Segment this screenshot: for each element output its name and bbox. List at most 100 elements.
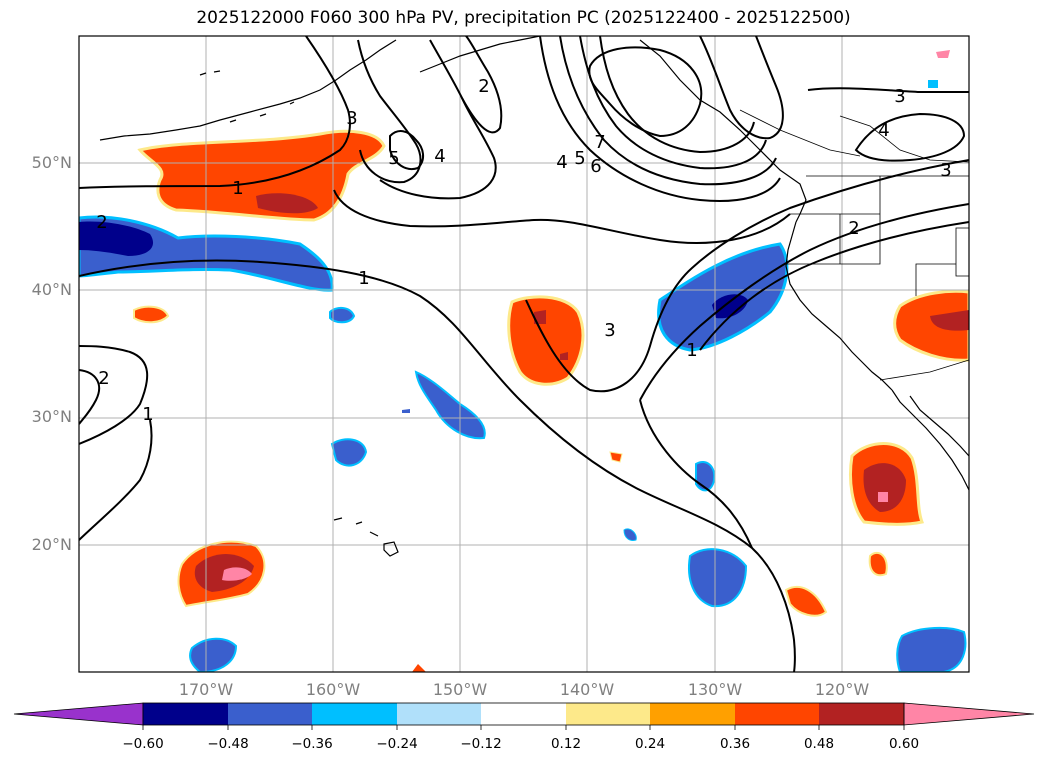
contour-pv-1-north xyxy=(79,36,351,189)
contour-label: 4 xyxy=(556,152,567,173)
contour-pv-2-east xyxy=(699,221,969,351)
precip-region-neg-tiny-2 xyxy=(623,528,637,541)
contour-label: 5 xyxy=(388,148,399,169)
coast-alaska-peninsula xyxy=(99,39,397,141)
lat-label-30n: 30°N xyxy=(31,407,72,426)
precip-region-pos-small-5 xyxy=(412,664,426,672)
contour-pv-high-1 xyxy=(333,189,791,244)
pv-contours xyxy=(79,36,969,672)
coast-us-west xyxy=(785,221,893,391)
precip-region-pos-mexico-pink xyxy=(878,492,888,502)
contour-pv-1-east xyxy=(639,203,969,401)
contour-label: 3 xyxy=(604,320,615,341)
contour-label: 1 xyxy=(232,178,243,199)
precip-region-pos-mexico-dark xyxy=(863,463,906,512)
precip-region-pos-southwest-pink xyxy=(222,567,252,581)
coast-gulf-california xyxy=(909,395,969,457)
colorbar-ticks xyxy=(142,725,905,730)
colorbar-tick-label: 0.48 xyxy=(803,736,835,752)
contour-pv-1-east-2 xyxy=(639,399,753,549)
coast-se-alaska-bc xyxy=(639,39,807,223)
contour-label: 2 xyxy=(96,212,107,233)
colorbar-tick-label: −0.48 xyxy=(207,736,249,752)
contour-label: 6 xyxy=(590,156,601,177)
map-frame xyxy=(78,35,970,673)
colorbar-tick-label: 0.36 xyxy=(719,736,751,752)
colorbar-segment xyxy=(143,703,228,725)
lon-label-130w: 130°W xyxy=(687,680,743,699)
contour-pv-7-north xyxy=(599,36,755,154)
precip-region-pos-small-3 xyxy=(868,551,888,577)
colorbar-segment xyxy=(819,703,904,725)
precip-region-pos-small-4 xyxy=(609,451,623,463)
contour-pv-high-3 xyxy=(357,39,422,184)
precip-region-neg-south-center xyxy=(688,548,748,608)
contour-pv-ridge-east xyxy=(699,36,784,140)
colorbar-segment xyxy=(650,703,735,725)
contour-label: 1 xyxy=(142,404,153,425)
precip-region-neg-small-1 xyxy=(330,438,368,467)
precip-region-neg-small-2 xyxy=(329,306,356,324)
border-state-4 xyxy=(915,263,956,296)
colorbar-tick-label: −0.24 xyxy=(376,736,418,752)
pv-contour-labels: 2 3 5 4 2 4 5 6 7 3 4 3 1 2 1 2 3 1 2 1 xyxy=(96,76,951,425)
lon-label-140w: 140°W xyxy=(559,680,615,699)
colorbar-segment xyxy=(312,703,397,725)
precip-region-neg-south-east xyxy=(896,626,967,672)
lat-label-20n: 20°N xyxy=(31,535,72,554)
contour-label: 2 xyxy=(848,218,859,239)
contour-pv-5-north xyxy=(559,36,777,186)
lat-label-40n: 40°N xyxy=(31,280,72,299)
negative-precip-regions xyxy=(79,80,967,672)
contour-pv-high-4 xyxy=(389,130,424,170)
lon-label-120w: 120°W xyxy=(814,680,870,699)
contour-pv-1-mid xyxy=(79,259,796,672)
precip-region-pos-center-dark xyxy=(534,310,546,324)
colorbar-segment xyxy=(735,703,819,725)
colorbar-tick-label: −0.60 xyxy=(122,736,164,752)
border-state-5 xyxy=(955,227,969,277)
lon-label-150w: 150°W xyxy=(432,680,488,699)
precip-region-pos-north-dark xyxy=(256,193,318,214)
precip-region-pos-small-6 xyxy=(936,50,950,58)
contour-pv-2-southwest xyxy=(79,419,153,541)
contour-pv-4-ne xyxy=(854,112,966,162)
contour-label: 3 xyxy=(346,108,357,129)
contour-label: 7 xyxy=(594,132,605,153)
colorbar-tick-label: 0.12 xyxy=(550,736,582,752)
colorbar xyxy=(13,702,1035,730)
political-borders xyxy=(739,109,969,381)
lon-label-170w: 170°W xyxy=(178,680,234,699)
contour-pv-high-2 xyxy=(379,39,497,200)
contour-pv-2-north xyxy=(461,36,503,134)
contour-pv-3-ne xyxy=(807,87,969,93)
coast-baja-california xyxy=(891,389,969,491)
colorbar-tick-label: −0.12 xyxy=(460,736,502,752)
precip-region-pos-east xyxy=(893,289,969,362)
map-panel: 2 3 5 4 2 4 5 6 7 3 4 3 1 2 1 2 3 1 2 1 xyxy=(79,36,969,672)
precip-region-pos-north xyxy=(137,129,386,222)
colorbar-segment xyxy=(397,703,481,725)
contour-label: 1 xyxy=(358,268,369,289)
colorbar-extend-high xyxy=(903,702,1035,726)
border-bc-alberta xyxy=(739,109,861,157)
precip-region-neg-hawaii-north xyxy=(414,370,486,440)
contour-pv-4-north xyxy=(539,36,781,202)
colorbar-tick-label: 0.60 xyxy=(888,736,920,752)
precip-region-neg-south-west xyxy=(189,637,238,672)
contour-label: 4 xyxy=(434,146,445,167)
map-title: 2025122000 F060 300 hPa PV, precipitatio… xyxy=(196,8,851,28)
precip-region-pos-east-dark xyxy=(930,310,969,331)
contour-label: 2 xyxy=(478,76,489,97)
colorbar-extend-low xyxy=(13,702,144,726)
coast-alaska-gulf xyxy=(419,36,541,73)
contour-pv-3-center xyxy=(525,159,969,393)
precip-region-pos-small-1 xyxy=(133,305,170,324)
positive-precip-regions xyxy=(133,50,969,672)
graticule xyxy=(79,36,969,672)
border-state-2 xyxy=(786,176,881,265)
colorbar-tick-label: 0.24 xyxy=(634,736,666,752)
contour-label: 5 xyxy=(574,148,585,169)
lat-label-50n: 50°N xyxy=(31,153,72,172)
